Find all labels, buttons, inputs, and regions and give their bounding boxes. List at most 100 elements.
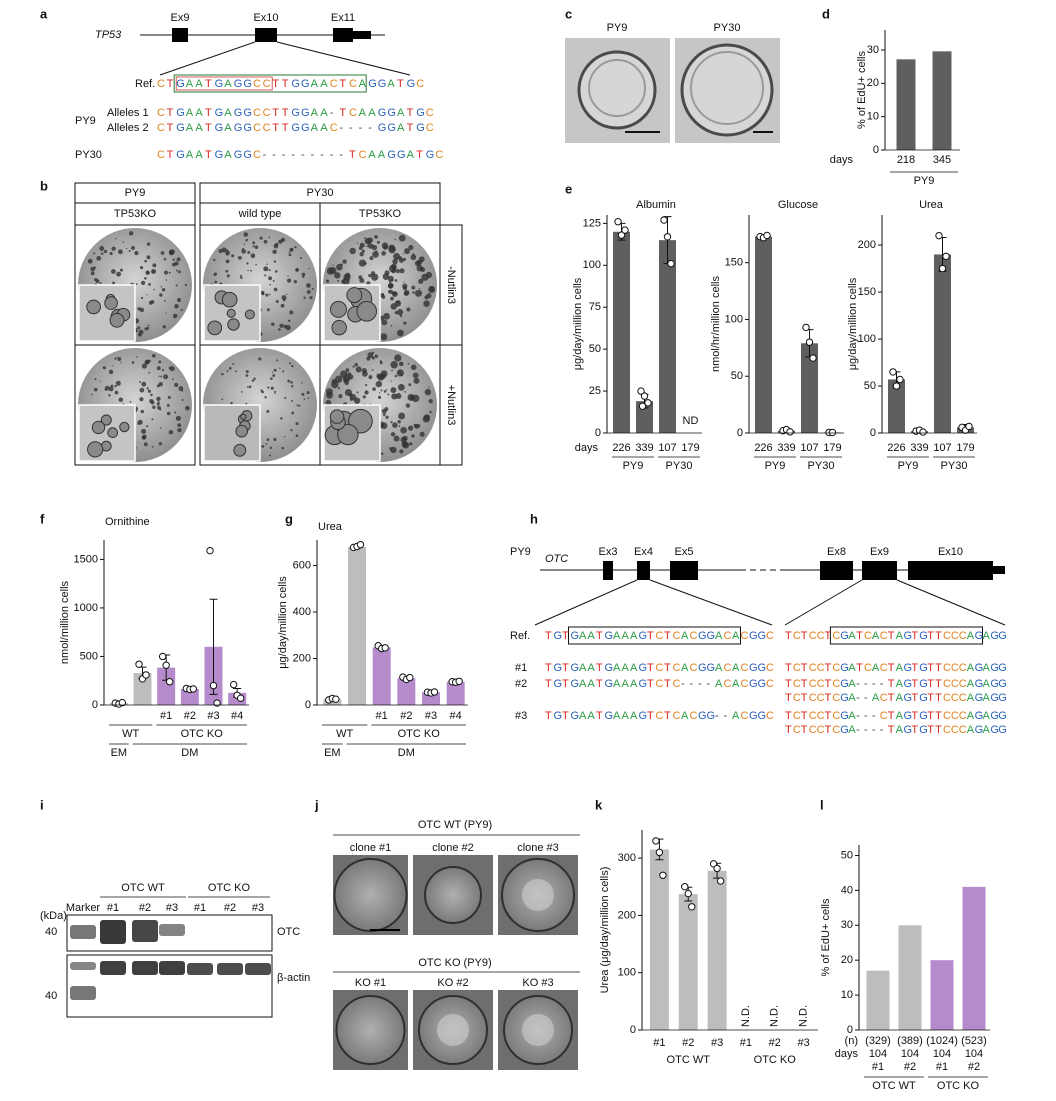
organoid-dot bbox=[301, 392, 305, 396]
image-label: clone #2 bbox=[432, 842, 474, 854]
inset-organoid bbox=[233, 443, 247, 457]
nucleotide: A bbox=[224, 149, 232, 161]
nucleotide: A bbox=[224, 78, 232, 90]
organoid-dot bbox=[301, 272, 306, 277]
organoid-dot bbox=[161, 288, 166, 292]
organoid-dot bbox=[387, 290, 391, 293]
sequence: T GT GAAT GAAAGT CT CACGGACACGGC bbox=[545, 662, 774, 674]
organoid-dot bbox=[173, 313, 178, 319]
organoid-dot bbox=[287, 379, 291, 383]
organoid-dot bbox=[112, 281, 115, 285]
organoid-dot bbox=[380, 333, 388, 341]
data-point bbox=[142, 671, 150, 679]
data-point bbox=[118, 698, 127, 707]
nucleotide: G bbox=[378, 122, 387, 134]
organoid-dot bbox=[245, 374, 249, 377]
organoid-dot bbox=[90, 393, 93, 396]
nucleotide: A bbox=[983, 662, 991, 674]
organoid-dot bbox=[283, 435, 286, 438]
nucleotide: T bbox=[911, 678, 918, 690]
x-tick-label: 104 bbox=[965, 1048, 983, 1060]
organoid-dot bbox=[139, 307, 145, 313]
organoid-dot bbox=[137, 419, 143, 425]
organoid-dot bbox=[388, 280, 391, 283]
condition-label: +Nutlin3 bbox=[445, 385, 457, 426]
row-title: days bbox=[835, 1048, 859, 1060]
organoid-dot bbox=[290, 429, 293, 432]
nucleotide: G bbox=[234, 78, 243, 90]
nucleotide: A bbox=[681, 662, 689, 674]
clone-label: #1 bbox=[515, 662, 527, 674]
nucleotide: T bbox=[888, 724, 895, 736]
nucleotide: T bbox=[888, 692, 895, 704]
organoid-dot bbox=[273, 287, 278, 292]
nucleotide: - bbox=[856, 724, 860, 736]
value-label: N.D. bbox=[769, 1005, 781, 1027]
nucleotide: G bbox=[919, 710, 928, 722]
target-box bbox=[568, 626, 741, 645]
nucleotide: T bbox=[545, 662, 552, 674]
nucleotide: T bbox=[545, 678, 552, 690]
organoid-dot bbox=[279, 367, 281, 369]
organoid-dot bbox=[99, 380, 101, 382]
data-point bbox=[189, 685, 198, 693]
image-label: KO #3 bbox=[522, 977, 553, 989]
group-label: (329) bbox=[865, 1035, 891, 1047]
organoid-dot bbox=[402, 286, 408, 291]
inset-image bbox=[203, 404, 261, 462]
organoid-dot bbox=[114, 384, 117, 388]
band bbox=[132, 920, 158, 942]
nucleotide: T bbox=[167, 122, 174, 134]
nucleotide: A bbox=[320, 107, 328, 119]
nucleotide: C bbox=[673, 630, 681, 642]
nucleotide: A bbox=[630, 710, 638, 722]
organoid-dot bbox=[243, 243, 246, 245]
organoid-dot bbox=[146, 255, 151, 260]
data-point bbox=[209, 681, 218, 690]
lane-label: Marker bbox=[66, 902, 101, 914]
group-label: OTC WT bbox=[667, 1054, 711, 1066]
nucleotide: C bbox=[157, 122, 165, 134]
organoid-dot bbox=[394, 374, 398, 378]
x-tick-label: #3 bbox=[797, 1037, 809, 1049]
nucleotide: A bbox=[613, 710, 621, 722]
organoid-dot bbox=[391, 393, 398, 400]
nucleotide: G bbox=[749, 710, 758, 722]
y-tick-label: 40 bbox=[841, 884, 853, 896]
data-point bbox=[919, 428, 927, 436]
nucleotide: G bbox=[749, 630, 758, 642]
y-axis-label: % of EdU+ cells bbox=[820, 898, 832, 976]
organoid-dot bbox=[282, 370, 285, 373]
nucleotide: G bbox=[904, 678, 913, 690]
nucleotide: - bbox=[864, 678, 868, 690]
x-tick-label: 339 bbox=[635, 442, 653, 454]
y-axis-label: nmol/million cells bbox=[59, 580, 71, 664]
x-tick-label: #1 bbox=[376, 710, 388, 722]
ref-label: Ref. bbox=[510, 630, 530, 642]
nucleotide: G bbox=[990, 678, 999, 690]
organoid-dot bbox=[241, 248, 247, 254]
organoid-dot bbox=[380, 361, 383, 365]
organoid-dot bbox=[390, 432, 396, 437]
inset-organoid bbox=[86, 299, 101, 315]
organoid-dot bbox=[338, 394, 343, 399]
nucleotide: G bbox=[301, 107, 310, 119]
data-point bbox=[802, 323, 810, 332]
y-tick-label: 200 bbox=[293, 652, 311, 664]
organoid-dot bbox=[135, 283, 138, 285]
organoid-dot bbox=[368, 375, 373, 380]
inset-organoid bbox=[119, 421, 130, 433]
exon bbox=[820, 561, 853, 580]
organoid-dot bbox=[263, 239, 268, 244]
nucleotide: - bbox=[715, 710, 719, 722]
nucleotide: C bbox=[809, 692, 817, 704]
data-point bbox=[681, 883, 689, 891]
nucleotide: C bbox=[359, 149, 367, 161]
nucleotide: T bbox=[801, 678, 808, 690]
organoid-dot bbox=[333, 272, 341, 279]
organoid-dot bbox=[326, 391, 333, 399]
nucleotide: T bbox=[927, 692, 934, 704]
nucleotide: A bbox=[359, 107, 367, 119]
chart-title: Glucose bbox=[778, 199, 818, 211]
organoid-dot bbox=[159, 293, 163, 297]
